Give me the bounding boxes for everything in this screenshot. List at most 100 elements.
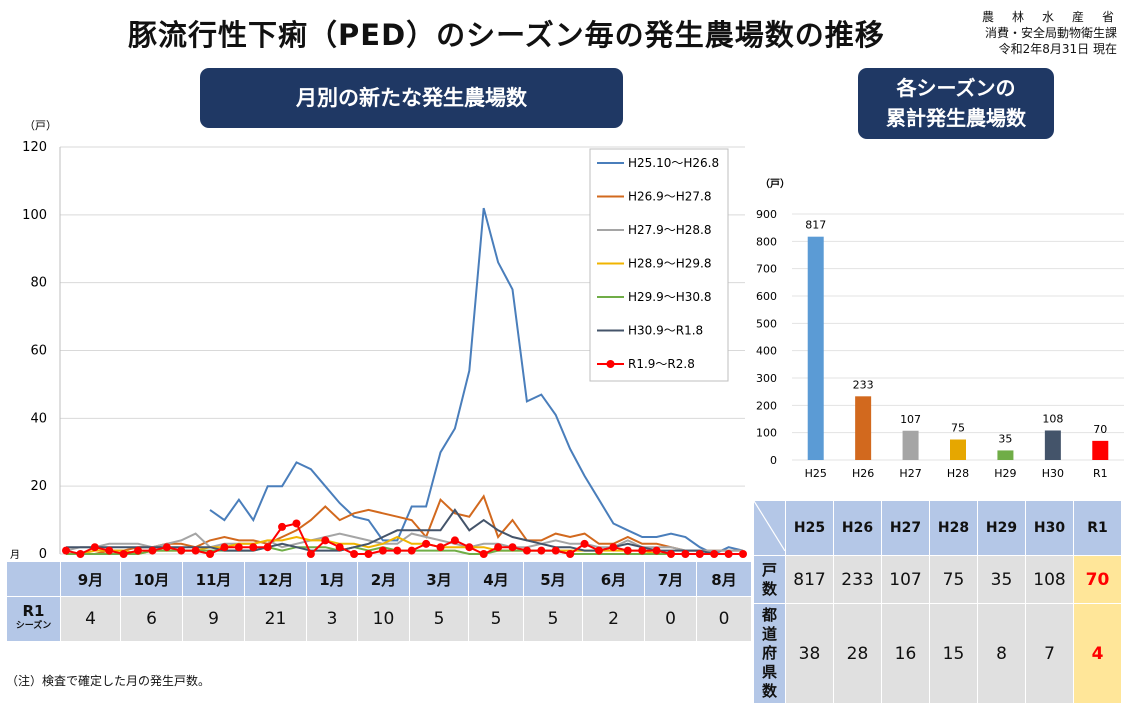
legend-entry: H28.9～H29.8 [628, 257, 712, 271]
series-point [537, 546, 546, 555]
y-tick-label: 300 [756, 372, 777, 385]
series-point [306, 550, 315, 558]
prefectures-value: 15 [929, 603, 978, 704]
y-tick-label: 0 [770, 454, 777, 467]
month-value: 5 [523, 596, 583, 642]
prefectures-value-current: 4 [1073, 603, 1122, 704]
line-chart-series [62, 207, 747, 558]
monthly-line-chart: （戸） 0 20 40 60 80 100 120 月 H25.10～H26.8 H26.9～H2… [10, 119, 747, 562]
series-point [278, 522, 287, 531]
footnote: （注）検査で確定した月の発生戸数。 [6, 674, 211, 688]
series-point [206, 550, 215, 558]
bar [902, 430, 919, 460]
farms-value: 35 [977, 555, 1026, 604]
month-value: 9 [182, 596, 245, 642]
series-point [177, 546, 186, 555]
series-point [681, 550, 690, 558]
x-axis-month-label: 月 [10, 549, 20, 561]
month-header: 3月 [409, 561, 469, 597]
farms-row-label: 戸数 [753, 555, 786, 604]
series-line [209, 207, 744, 556]
bar-chart-bars: 817 H25 233 H26 107 H27 75 H28 35 H29 108 H30 70 R1 [805, 219, 1109, 480]
bar-value-label: 75 [951, 422, 965, 435]
y-tick-label: 20 [30, 479, 47, 494]
month-value: 10 [357, 596, 410, 642]
month-value: 6 [120, 596, 183, 642]
farms-value: 107 [881, 555, 930, 604]
bar-value-label: 70 [1093, 423, 1107, 436]
month-value: 3 [306, 596, 358, 642]
y-tick-label: 800 [756, 235, 777, 248]
x-tick-label: H29 [994, 467, 1016, 480]
series-point [364, 550, 373, 558]
farms-value: 233 [833, 555, 882, 604]
y-tick-label: 500 [756, 317, 777, 330]
y-unit-label: （戸） [24, 119, 57, 132]
y-tick-label: 100 [756, 427, 777, 440]
bar-value-label: 35 [998, 432, 1012, 445]
legend-entry: R1.9～R2.8 [628, 357, 695, 371]
series-point [249, 543, 258, 552]
series-line [65, 532, 743, 552]
org-name: 農 林 水 産 省 [981, 10, 1117, 24]
series-point [378, 546, 387, 555]
series-point [522, 546, 531, 555]
line-chart-legend[interactable]: H25.10～H26.8 H26.9～H27.8 H27.9～H28.8 H28.9～… [589, 148, 729, 382]
series-point [594, 546, 603, 555]
series-point [321, 536, 330, 545]
series-point [162, 543, 171, 552]
series-point [609, 543, 618, 552]
y-tick-label: 100 [22, 208, 47, 223]
x-tick-label: H27 [899, 467, 921, 480]
series-point [551, 546, 560, 555]
series-point [234, 543, 243, 552]
series-point [148, 546, 157, 555]
series-point [465, 543, 474, 552]
season-header: H27 [881, 500, 930, 556]
y-tick-label: 700 [756, 263, 777, 276]
series-point [393, 546, 402, 555]
org-dept: 消費・安全局動物衛生課 [984, 26, 1117, 40]
series-point [652, 546, 661, 555]
season-header: R1 [1073, 500, 1122, 556]
month-header: 10月 [120, 561, 183, 597]
banner-cumulative-line1: 各シーズンの [896, 76, 1016, 100]
farms-value: 108 [1025, 555, 1074, 604]
y-tick-label: 120 [22, 140, 47, 155]
series-point [90, 543, 99, 552]
series-point [62, 546, 70, 555]
y-tick-label: 400 [756, 345, 777, 358]
month-header: 8月 [696, 561, 752, 597]
month-value: 4 [60, 596, 121, 642]
series-point [479, 550, 488, 558]
org-date: 令和2年8月31日 現在 [998, 42, 1117, 56]
bar-chart-grid: （戸） 0 100 200 300 400 500 600 700 800 900 [756, 177, 1124, 467]
month-header: 4月 [468, 561, 524, 597]
y-tick-label: 900 [756, 208, 777, 221]
series-line [66, 508, 743, 555]
page-title: 豚流行性下痢（PED）のシーズン毎の発生農場数の推移 [128, 18, 885, 52]
series-point [263, 543, 272, 552]
prefectures-value: 7 [1025, 603, 1074, 704]
series-point [580, 539, 589, 548]
prefectures-value: 8 [977, 603, 1026, 704]
season-header: H26 [833, 500, 882, 556]
x-tick-label: H30 [1042, 467, 1064, 480]
y-tick-label: 0 [39, 547, 47, 562]
bar-value-label: 107 [900, 413, 921, 426]
legend-entry: H26.9～H27.8 [628, 190, 712, 204]
legend-marker [606, 360, 615, 368]
month-value: 5 [409, 596, 469, 642]
legend-entry: H29.9～H30.8 [628, 290, 712, 304]
season-row-label-main: R1 [22, 602, 45, 620]
farms-value-current: 70 [1073, 555, 1122, 604]
season-total-table: H25 H26 H27 H28 H29 H30 R1 戸数 817 233 10… [753, 500, 1122, 704]
season-header: H25 [785, 500, 834, 556]
season-table-corner [753, 500, 786, 556]
series-point [638, 546, 647, 555]
month-value: 5 [468, 596, 524, 642]
series-point [623, 546, 632, 555]
season-header: H30 [1025, 500, 1074, 556]
month-value: 2 [582, 596, 645, 642]
series-point [119, 550, 128, 558]
